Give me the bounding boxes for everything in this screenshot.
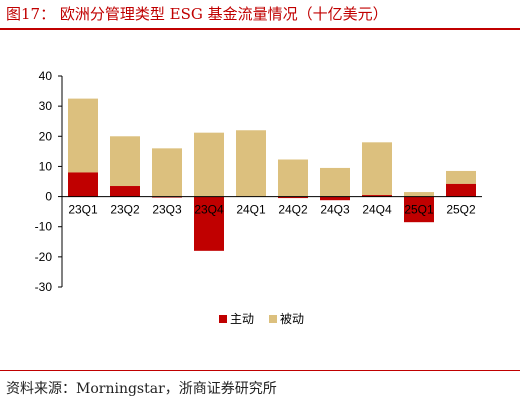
chart-title: 图17： 欧洲分管理类型 ESG 基金流量情况（十亿美元） <box>6 5 388 23</box>
x-category-label: 23Q4 <box>194 203 224 217</box>
y-tick-label: -20 <box>35 250 53 264</box>
x-category-label: 24Q1 <box>236 203 266 217</box>
title-divider <box>0 28 520 30</box>
bar-passive <box>194 132 224 197</box>
bar-passive <box>68 98 98 173</box>
y-tick-label: 40 <box>39 69 53 83</box>
y-tick-label: 20 <box>39 129 53 143</box>
x-category-label: 24Q3 <box>320 203 350 217</box>
x-category-label: 23Q1 <box>68 203 98 217</box>
source-divider <box>0 370 520 371</box>
bar-active <box>446 183 476 197</box>
source-note: 资料来源：Morningstar，浙商证券研究所 <box>6 381 277 397</box>
y-tick-label: -10 <box>35 220 53 234</box>
x-category-label: 24Q4 <box>362 203 392 217</box>
bar-active <box>320 196 350 201</box>
bar-passive <box>320 167 350 197</box>
bar-passive <box>404 192 434 197</box>
legend-swatch-active <box>219 315 227 323</box>
y-tick-label: 0 <box>45 190 52 204</box>
x-category-label: 25Q1 <box>404 203 434 217</box>
bar-passive <box>362 142 392 196</box>
x-category-label: 25Q2 <box>446 203 476 217</box>
bar-active <box>362 195 392 197</box>
x-category-label: 23Q3 <box>152 203 182 217</box>
bar-active <box>68 172 98 197</box>
bar-active <box>404 196 434 223</box>
y-tick-label: 30 <box>39 99 53 113</box>
bar-passive <box>152 148 182 197</box>
bar-passive <box>110 136 140 187</box>
legend-swatch-passive <box>269 315 277 323</box>
bar-passive <box>236 130 266 197</box>
legend-label-active: 主动 <box>230 312 254 326</box>
x-category-label: 23Q2 <box>110 203 140 217</box>
y-tick-label: 10 <box>39 159 53 173</box>
bar-passive <box>446 170 476 184</box>
bar-passive <box>278 159 308 197</box>
legend-label-passive: 被动 <box>280 312 304 326</box>
x-category-label: 24Q2 <box>278 203 308 217</box>
bar-active <box>110 186 140 197</box>
y-tick-label: -30 <box>35 280 53 294</box>
bar-active <box>194 196 224 251</box>
bar-active <box>278 196 308 199</box>
